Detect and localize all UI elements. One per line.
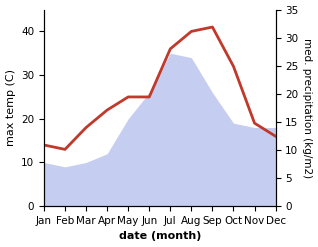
X-axis label: date (month): date (month) [119,231,201,242]
Y-axis label: max temp (C): max temp (C) [5,69,16,146]
Y-axis label: med. precipitation (kg/m2): med. precipitation (kg/m2) [302,38,313,178]
